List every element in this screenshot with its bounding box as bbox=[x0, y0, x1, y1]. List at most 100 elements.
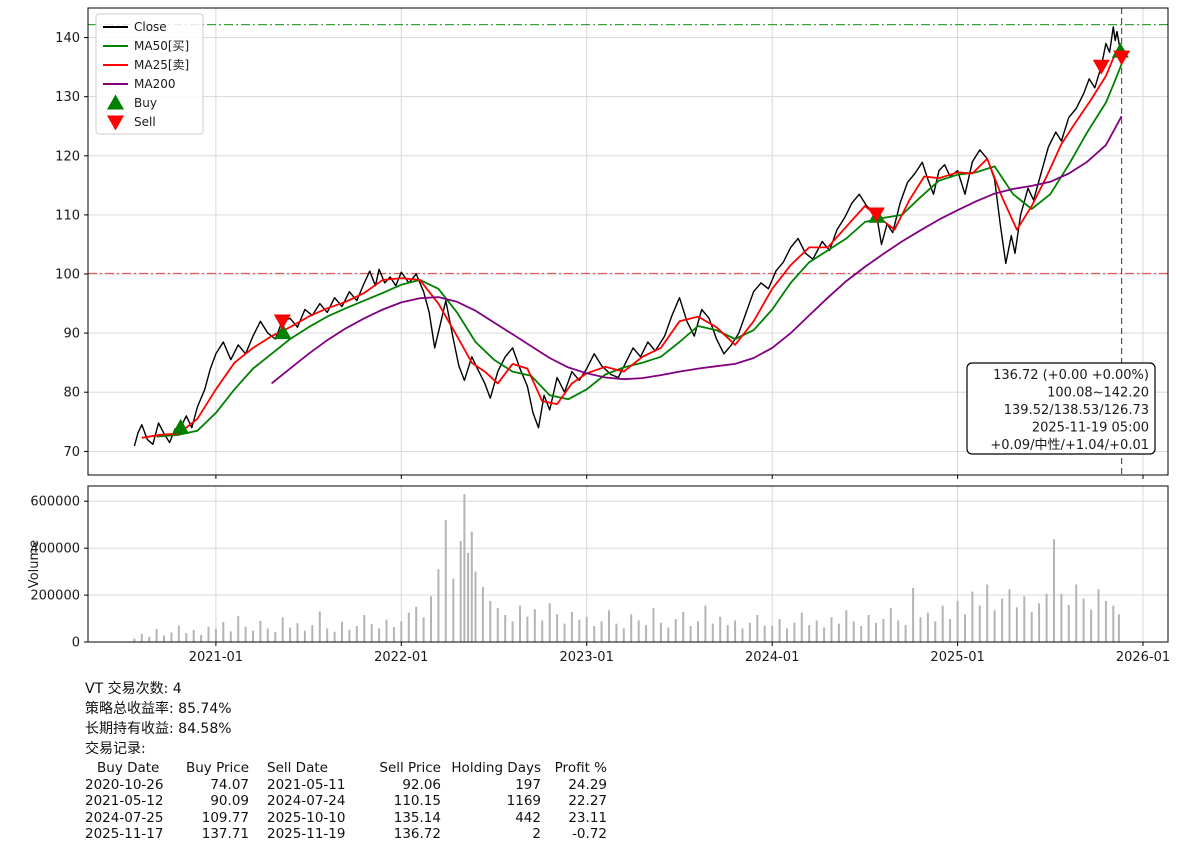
volume-bar bbox=[652, 608, 655, 642]
volume-bar bbox=[296, 623, 299, 642]
volume-bar bbox=[437, 569, 440, 642]
volume-bar bbox=[912, 588, 915, 642]
volume-bar bbox=[622, 628, 625, 642]
price-tick-label: 90 bbox=[63, 327, 80, 342]
volume-bar bbox=[192, 629, 195, 642]
table-header-cell: Sell Price bbox=[379, 760, 441, 776]
table-header-cell: Sell Date bbox=[267, 760, 328, 776]
volume-bar bbox=[882, 619, 885, 642]
volume-bar bbox=[867, 615, 870, 642]
volume-bar bbox=[1067, 604, 1070, 642]
sell-marker bbox=[273, 314, 291, 330]
volume-bar bbox=[452, 578, 455, 642]
price-tick-label: 110 bbox=[55, 208, 80, 223]
volume-bar bbox=[941, 605, 944, 642]
table-cell: 2020-10-26 bbox=[85, 776, 164, 793]
volume-bar bbox=[355, 626, 358, 642]
volume-bar bbox=[415, 606, 418, 642]
volume-bar bbox=[1090, 609, 1093, 642]
volume-bar bbox=[615, 623, 618, 642]
volume-bar bbox=[1082, 598, 1085, 642]
volume-bar bbox=[363, 615, 366, 642]
trade-records-label: 交易记录: bbox=[85, 741, 146, 757]
quote-annotation-line: 2025-11-19 05:00 bbox=[1032, 421, 1149, 436]
table-cell: 22.27 bbox=[568, 793, 607, 809]
ma50-line bbox=[156, 63, 1123, 438]
volume-bar bbox=[600, 621, 603, 642]
volume-bar bbox=[904, 625, 907, 642]
volume-bar bbox=[711, 623, 714, 642]
volume-bar bbox=[674, 619, 677, 642]
volume-bar bbox=[333, 631, 336, 642]
price-tick-label: 100 bbox=[55, 268, 80, 283]
volume-bar bbox=[637, 620, 640, 642]
buyhold-return-line: 长期持有收益: 84.58% bbox=[85, 721, 232, 737]
volume-bar bbox=[956, 600, 959, 642]
volume-bar bbox=[533, 609, 536, 642]
volume-bar bbox=[140, 633, 143, 642]
volume-bar bbox=[348, 629, 351, 642]
strategy-return-line: 策略总收益率: 85.74% bbox=[85, 701, 232, 717]
table-row: 2021-05-12 90.09 2024-07-24 110.15 1169 22.27 bbox=[85, 793, 607, 810]
ma25-line bbox=[141, 45, 1123, 439]
volume-bar bbox=[1060, 593, 1063, 642]
quote-annotation-line: +0.09/中性/+1.04/+0.01 bbox=[990, 438, 1149, 453]
price-tick-label: 130 bbox=[55, 90, 80, 105]
table-cell: 2021-05-12 bbox=[85, 793, 164, 809]
volume-bar bbox=[237, 616, 240, 642]
volume-bar bbox=[1112, 605, 1115, 642]
volume-bar bbox=[422, 617, 425, 642]
sell-marker bbox=[867, 207, 885, 223]
volume-bar bbox=[1097, 589, 1100, 642]
sell-marker bbox=[1113, 50, 1131, 66]
legend-box bbox=[95, 13, 204, 135]
volume-bar bbox=[763, 625, 766, 642]
legend-label: MA25[卖] bbox=[134, 58, 189, 72]
table-cell: 2025-11-17 bbox=[85, 826, 164, 842]
volume-bar bbox=[1045, 593, 1048, 642]
table-cell: 2024-07-25 bbox=[85, 809, 164, 826]
volume-bar bbox=[570, 612, 573, 642]
volume-bar bbox=[719, 616, 722, 642]
buy-marker bbox=[274, 324, 292, 340]
volume-bar bbox=[481, 586, 484, 642]
volume-bar bbox=[778, 619, 781, 642]
volume-bar bbox=[978, 605, 981, 642]
volume-tick-label: 400000 bbox=[30, 542, 80, 557]
volume-bar bbox=[771, 626, 774, 642]
volume-bar bbox=[971, 591, 974, 642]
volume-bar bbox=[793, 622, 796, 642]
legend-label: MA200 bbox=[134, 77, 175, 91]
volume-bar bbox=[1104, 600, 1107, 642]
volume-bar bbox=[585, 616, 588, 642]
volume-bar bbox=[741, 628, 744, 642]
volume-bar bbox=[556, 614, 559, 642]
price-tick-label: 70 bbox=[63, 445, 80, 460]
table-cell: 92.06 bbox=[402, 776, 441, 793]
volume-bar bbox=[163, 635, 165, 642]
volume-bar bbox=[259, 620, 262, 642]
volume-bar bbox=[133, 638, 136, 642]
table-cell: 2025-10-10 bbox=[267, 809, 346, 826]
legend-buy-marker bbox=[107, 94, 124, 110]
volume-bar bbox=[949, 619, 952, 642]
volume-bar bbox=[407, 612, 410, 642]
table-cell: 110.15 bbox=[393, 793, 441, 809]
table-cell: 442 bbox=[515, 809, 541, 826]
x-tick-label: 2024-01 bbox=[745, 650, 799, 665]
table-cell: 90.09 bbox=[210, 793, 249, 809]
volume-bar bbox=[474, 571, 477, 642]
volume-bar bbox=[470, 531, 473, 642]
volume-bar bbox=[541, 620, 544, 642]
price-tick-label: 80 bbox=[63, 386, 80, 401]
price-tick-label: 120 bbox=[55, 149, 80, 164]
table-cell: 2025-11-19 bbox=[267, 826, 346, 842]
x-tick-label: 2022-01 bbox=[374, 650, 428, 665]
volume-bar bbox=[823, 627, 826, 642]
strategy-stats: VT 交易次数: 4 策略总收益率: 85.74% 长期持有收益: 84.58%… bbox=[85, 679, 607, 843]
volume-bar bbox=[748, 622, 751, 642]
volume-bar bbox=[659, 622, 662, 642]
volume-bar bbox=[1075, 584, 1078, 642]
table-cell: 2021-05-11 bbox=[267, 776, 346, 793]
legend: Close MA50[买] MA25[卖] MA200 Buy Sell bbox=[95, 13, 204, 135]
